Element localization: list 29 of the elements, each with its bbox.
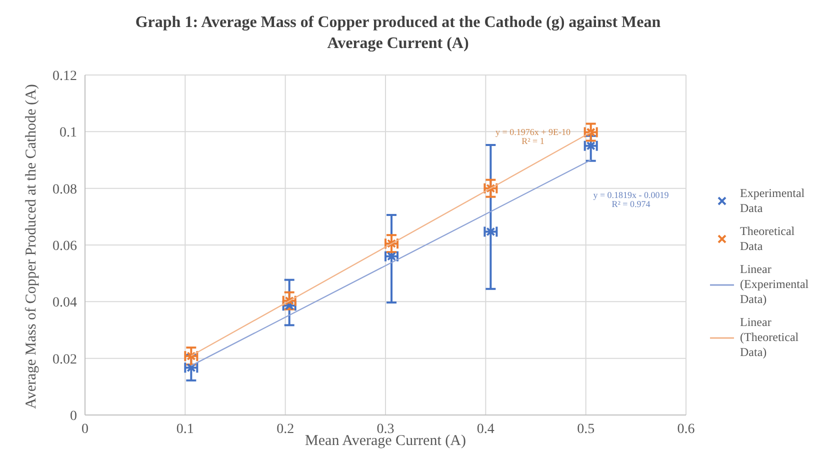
y-tick-label: 0.02 (52, 352, 77, 368)
x-tick-label: 0.6 (677, 422, 695, 437)
legend-label: Linear (Experimental Data) (740, 262, 810, 307)
point (387, 239, 396, 248)
x-tick-label: 0.5 (577, 422, 595, 437)
legend-label: Linear (Theoretical Data) (740, 315, 800, 360)
y-tick-label: 0.06 (52, 238, 77, 254)
point (486, 184, 496, 193)
x-tick-label: 0 (82, 422, 88, 437)
annotation: y = 0.1976x + 9E-10 (494, 127, 572, 137)
x-tick-label: 0.4 (476, 422, 494, 437)
point (486, 227, 496, 236)
y-tick-label: 0.12 (52, 68, 77, 84)
annotation: R² = 0.974 (610, 199, 652, 209)
x-tick-label: 0.2 (276, 422, 294, 437)
y-tick-label: 0.04 (52, 296, 77, 311)
y-tick-label: 0 (70, 408, 77, 424)
point (586, 128, 596, 137)
legend-label: Theoretical Data (740, 224, 796, 254)
chart-title: Graph 1: Average Mass of Copper produced at the Cathode (g) against Mean Average Current (A) (134, 13, 662, 54)
point (186, 352, 196, 361)
x-tick-label: 0.1 (176, 422, 194, 437)
y-tick-label: 0.08 (52, 182, 77, 198)
point (284, 296, 294, 306)
y-axis-title: Average Mass of Copper Produced at the Cathode (A) (24, 83, 40, 411)
y-tick-label: 0.1 (60, 126, 77, 141)
annotation: y = 0.1819x - 0.0019 (592, 190, 670, 200)
annotation: R² = 1 (520, 136, 546, 146)
legend-label: Experimental Data (740, 186, 806, 216)
